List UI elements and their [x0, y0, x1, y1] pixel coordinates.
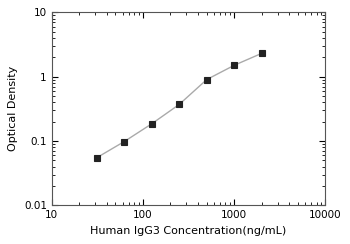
X-axis label: Human IgG3 Concentration(ng/mL): Human IgG3 Concentration(ng/mL): [90, 226, 287, 236]
Y-axis label: Optical Density: Optical Density: [8, 66, 18, 152]
